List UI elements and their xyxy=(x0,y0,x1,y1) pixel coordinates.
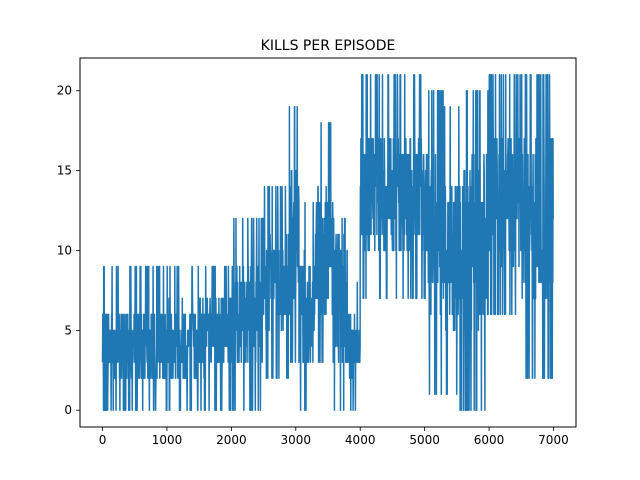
series-line xyxy=(101,74,554,411)
x-tick-label: 1000 xyxy=(152,433,183,447)
y-axis: 0 5 10 15 20 xyxy=(57,84,80,417)
chart-title: KILLS PER EPISODE xyxy=(261,38,396,54)
x-tick-label: 0 xyxy=(99,433,107,447)
x-axis: 0 1000 2000 3000 4000 5000 6000 7000 xyxy=(99,427,569,447)
x-tick-label: 4000 xyxy=(345,433,376,447)
y-tick-label: 10 xyxy=(57,243,72,257)
y-tick-label: 0 xyxy=(64,403,72,417)
x-tick-label: 7000 xyxy=(538,433,569,447)
plot-frame xyxy=(79,57,577,428)
x-tick-label: 5000 xyxy=(409,433,440,447)
series-layer xyxy=(101,74,554,411)
y-tick-label: 5 xyxy=(64,323,72,337)
y-tick-label: 15 xyxy=(57,164,72,178)
x-tick-label: 6000 xyxy=(474,433,505,447)
x-tick-label: 2000 xyxy=(216,433,247,447)
x-tick-label: 3000 xyxy=(281,433,312,447)
y-tick-label: 20 xyxy=(57,84,72,98)
